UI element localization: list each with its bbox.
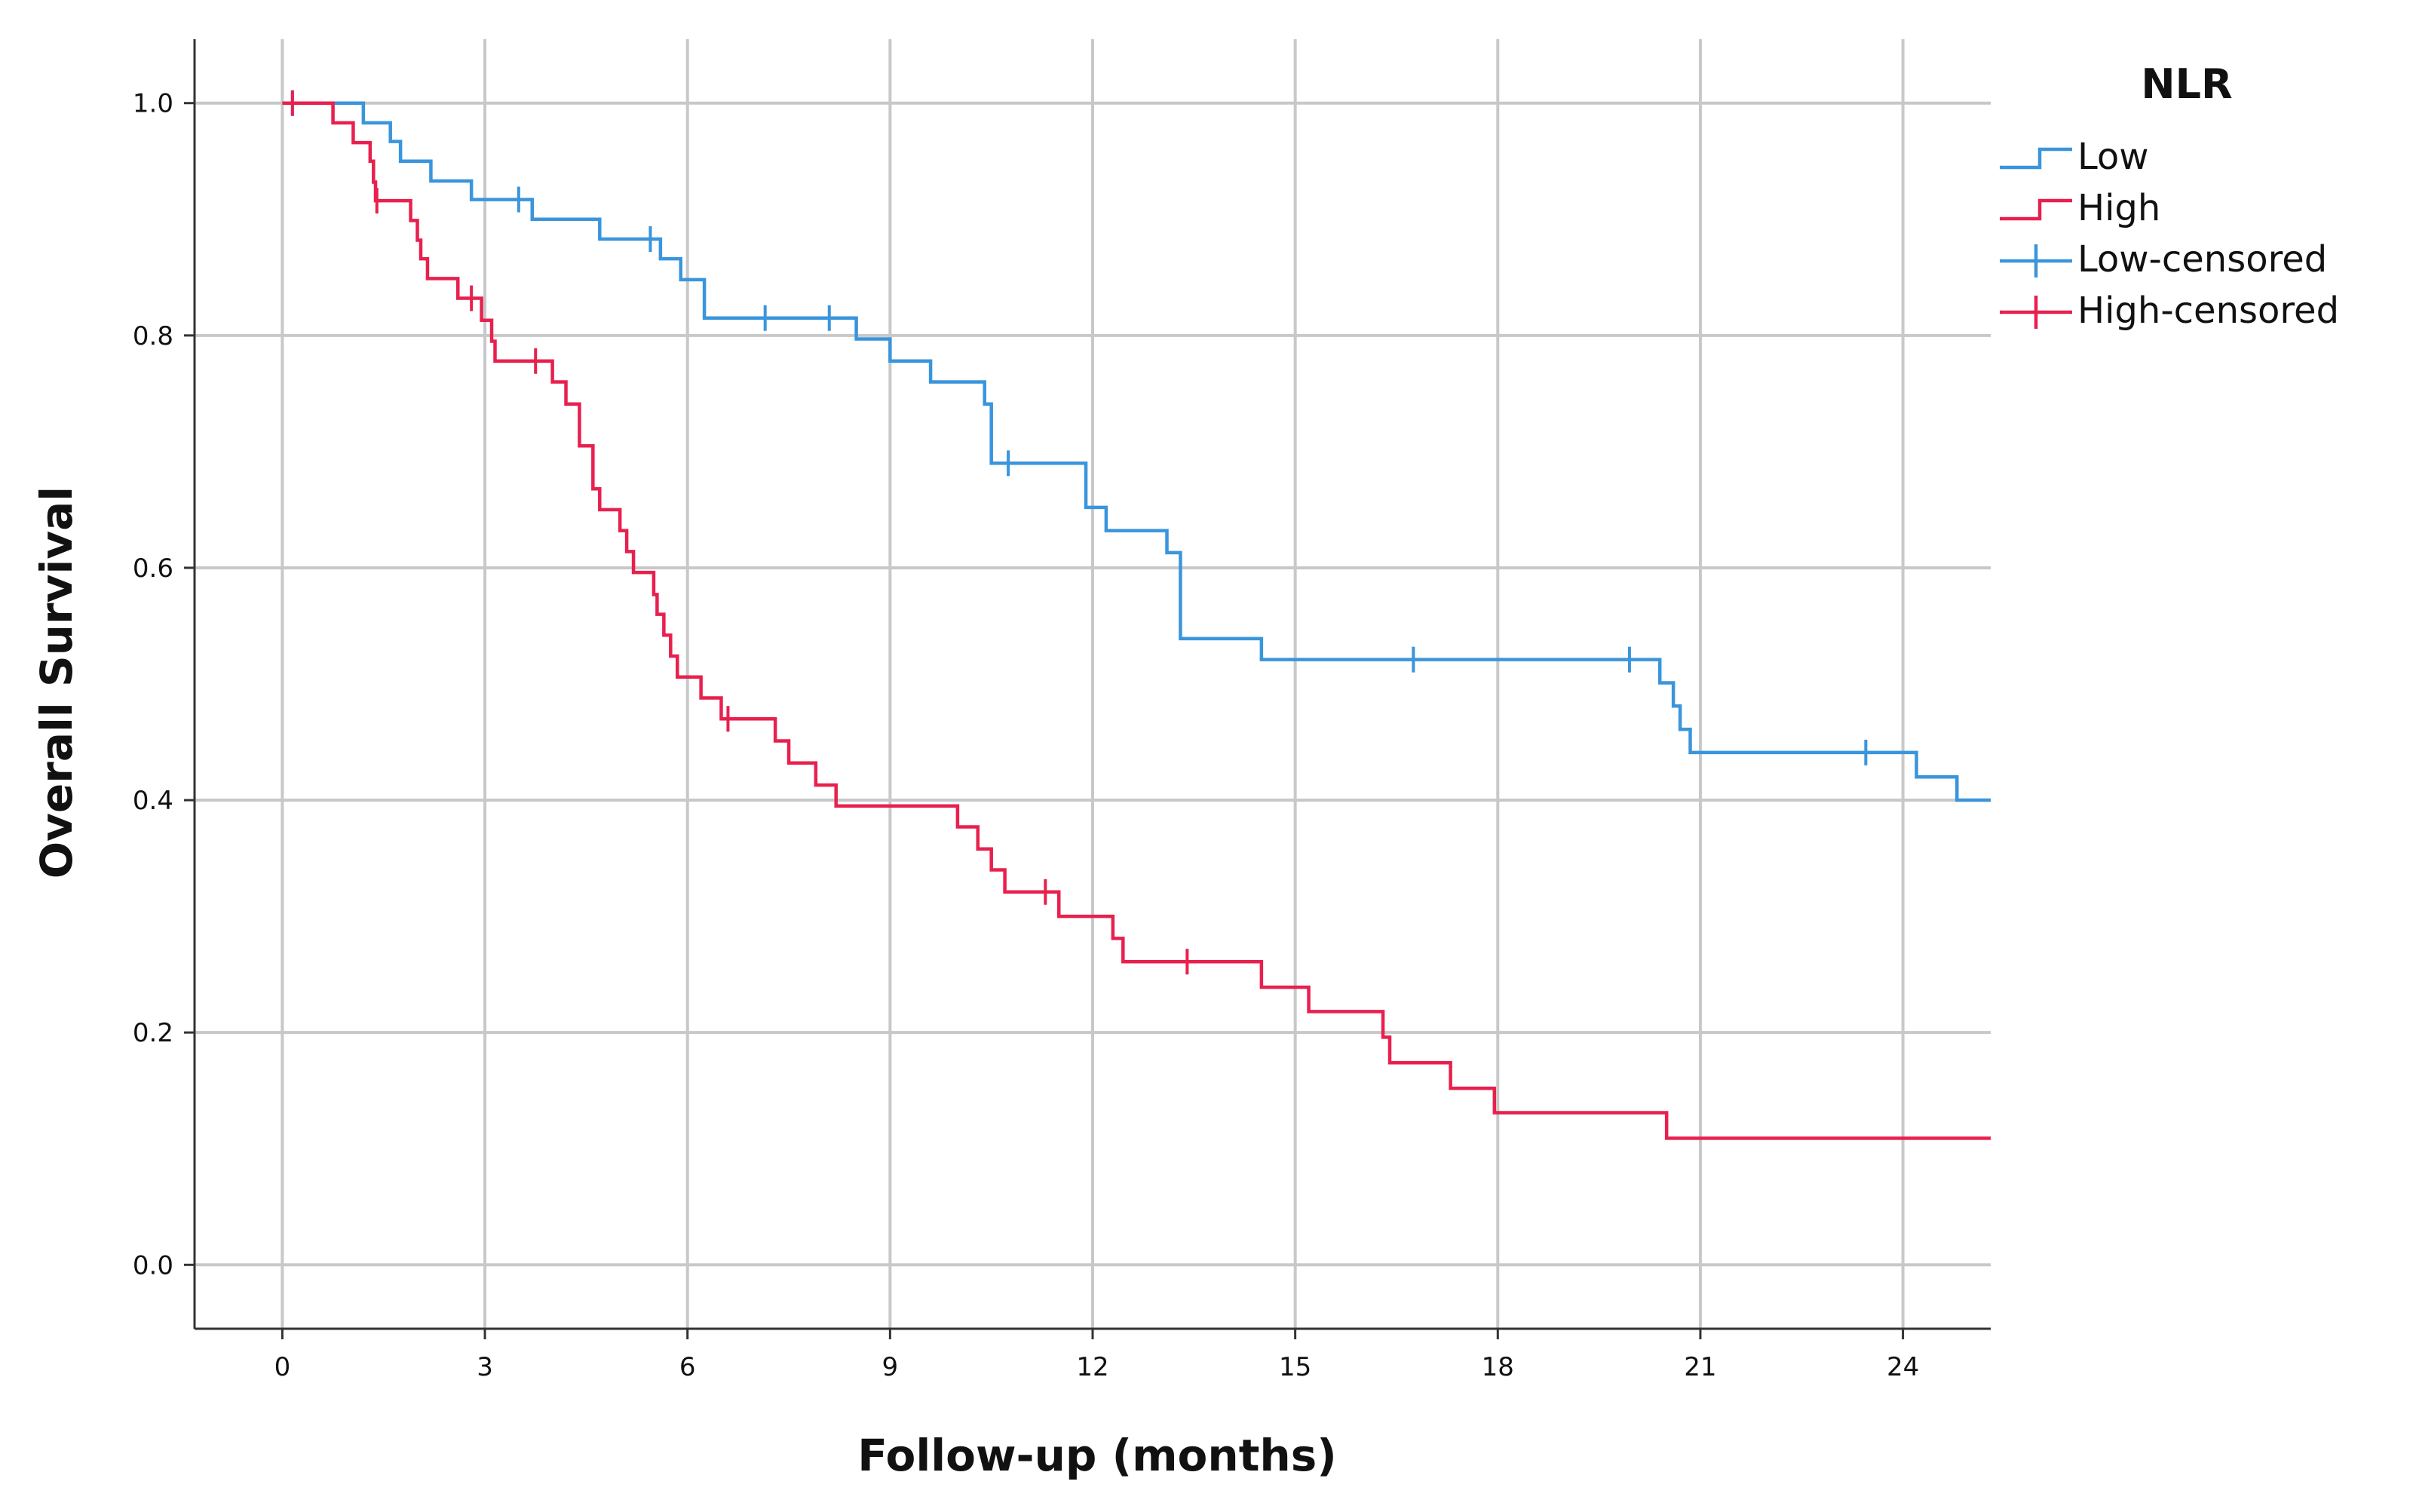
x-tick-label-8: 24 — [1887, 1352, 1919, 1382]
y-tick-label-0: 0.0 — [133, 1250, 173, 1280]
x-tick-label-1: 3 — [477, 1352, 493, 1382]
legend-title: NLR — [2141, 60, 2232, 108]
legend-swatch-low-censored — [2000, 244, 2072, 278]
x-tick-label-5: 15 — [1279, 1352, 1311, 1382]
legend-label-low-censored: Low-censored — [2077, 238, 2327, 281]
grid-layer — [195, 39, 1991, 1329]
y-tick-label-3: 0.6 — [133, 554, 173, 584]
x-axis-title: Follow-up (months) — [857, 1430, 1337, 1481]
series-layer — [282, 90, 1991, 1140]
y-axis-title: Overall Survival — [31, 486, 82, 879]
legend-label-low: Low — [2077, 136, 2149, 178]
y-tick-label-4: 0.8 — [133, 321, 173, 351]
legend-swatch-high-censored — [2000, 296, 2072, 329]
x-tick-label-2: 6 — [679, 1352, 696, 1382]
x-tick-label-6: 18 — [1482, 1352, 1514, 1382]
legend-label-high-censored: High-censored — [2077, 290, 2339, 332]
y-tick-label-1: 0.2 — [133, 1018, 173, 1048]
y-tick-label-5: 1.0 — [133, 89, 173, 119]
series-low-line — [282, 101, 1991, 802]
x-tick-label-7: 21 — [1684, 1352, 1716, 1382]
series-high-line — [282, 101, 1991, 1140]
x-tick-label-3: 9 — [882, 1352, 899, 1382]
legend-label-high: High — [2077, 187, 2160, 229]
label-layer: Follow-up (months) Overall Survival 0 3 6 9… — [31, 89, 1919, 1481]
legend-swatch-high-line — [2000, 198, 2072, 221]
axis-layer — [184, 39, 1991, 1339]
legend: NLR Low High Low-censored High-censored — [2000, 60, 2339, 332]
y-tick-label-2: 0.4 — [133, 786, 173, 816]
legend-swatch-low-line — [2000, 147, 2072, 170]
x-tick-label-0: 0 — [274, 1352, 291, 1382]
x-tick-label-4: 12 — [1076, 1352, 1108, 1382]
